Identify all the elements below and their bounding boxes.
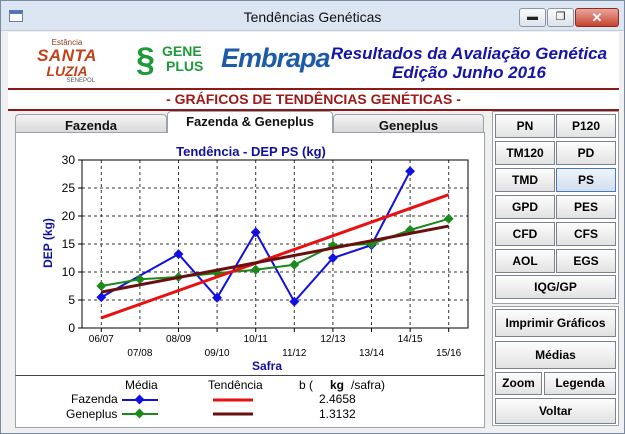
- trait-button-pd[interactable]: PD: [556, 141, 616, 165]
- header-title: Resultados da Avaliação Genética Edição …: [320, 44, 618, 82]
- trait-button-egs[interactable]: EGS: [556, 249, 616, 273]
- chart-x-axis-label: Safra: [252, 359, 282, 373]
- header-banner: Estância SANTA LUZIA SENEPOL § GENE PLUS…: [8, 32, 619, 88]
- legend-fazenda-trend-swatch: [213, 398, 253, 402]
- section-title: - GRÁFICOS DE TENDÊNCIAS GENÉTICAS -: [8, 88, 619, 111]
- y-tick-label: 0: [68, 321, 75, 335]
- trait-button-ps[interactable]: PS: [556, 168, 616, 192]
- trait-button-cfs[interactable]: CFS: [556, 222, 616, 246]
- legend-panel: Média Tendência b ( kg /safra) Fazenda 2…: [15, 375, 485, 428]
- legend-row-fazenda-b: 2.4658: [319, 392, 356, 406]
- trait-button-pes[interactable]: PES: [556, 195, 616, 219]
- series-geneplus-media-point: [443, 213, 454, 224]
- trait-button-aol[interactable]: AOL: [495, 249, 555, 273]
- series-fazenda-media-point: [250, 227, 261, 238]
- series-fazenda-media-point: [173, 249, 184, 260]
- x-tick-label: 08/09: [166, 334, 191, 345]
- chart-panel: Tendência - DEP PS (kg) DEP (kg) Safra 0…: [15, 132, 485, 376]
- logo-santa-line2: SANTA: [37, 46, 97, 65]
- series-fazenda-media-point: [405, 166, 416, 177]
- series-geneplus-tendencia-line: [101, 224, 449, 294]
- series-fazenda-media-point: [212, 292, 223, 303]
- legend-geneplus-media-swatch: [122, 408, 158, 419]
- legend-row-geneplus-b: 1.3132: [319, 407, 356, 421]
- tab-strip: Fazenda Fazenda & Geneplus Geneplus: [11, 111, 489, 133]
- legend-col-b-suffix: /safra): [351, 378, 386, 392]
- app-icon: [9, 10, 23, 22]
- logo-santa-line3: LUZIA: [46, 63, 88, 79]
- logo-santa-line4: SENEPOL: [66, 78, 95, 84]
- chart-title: Tendência - DEP PS (kg): [176, 144, 326, 159]
- x-tick-label: 12/13: [320, 334, 345, 345]
- y-tick-label: 30: [62, 153, 76, 167]
- logo-santa-line1: Estância: [51, 38, 83, 47]
- legend-row-fazenda-name: Fazenda: [71, 392, 118, 406]
- x-tick-label: 09/10: [205, 348, 230, 359]
- logo-gene-line1: GENE: [162, 43, 202, 59]
- means-button[interactable]: Médias: [495, 341, 616, 369]
- dna-icon: §: [136, 41, 155, 79]
- trait-button-gpd[interactable]: GPD: [495, 195, 555, 219]
- series-fazenda-tendencia-line: [100, 193, 450, 320]
- close-button[interactable]: ✕: [575, 8, 619, 27]
- plot-frame: [81, 159, 469, 329]
- zoom-button[interactable]: Zoom: [495, 372, 542, 395]
- trait-button-p120[interactable]: P120: [556, 114, 616, 138]
- x-tick-label: 07/08: [127, 348, 152, 359]
- y-tick-label: 15: [62, 237, 76, 251]
- minimize-button[interactable]: ▬: [519, 8, 546, 27]
- legend-fazenda-media-swatch: [122, 394, 158, 405]
- legend-col-tendencia: Tendência: [208, 378, 263, 392]
- series-fazenda-media-point: [96, 292, 107, 303]
- x-tick-label: 15/16: [436, 348, 461, 359]
- trait-button-tm120[interactable]: TM120: [495, 141, 555, 165]
- tab-fazenda-geneplus[interactable]: Fazenda & Geneplus: [167, 111, 333, 133]
- title-bar: Tendências Genéticas ▬ ❐ ✕: [1, 1, 624, 31]
- back-button[interactable]: Voltar: [495, 398, 616, 424]
- trait-button-cfd[interactable]: CFD: [495, 222, 555, 246]
- santa-luzia-logo: Estância SANTA LUZIA SENEPOL: [31, 39, 103, 85]
- y-tick-label: 20: [62, 209, 76, 223]
- series-geneplus-media-point: [250, 264, 261, 275]
- legend-col-b-unit: kg: [330, 378, 345, 392]
- header-title-line1: Resultados da Avaliação Genética: [330, 44, 608, 63]
- chart-y-axis-label: DEP (kg): [41, 218, 55, 268]
- y-tick-label: 25: [62, 181, 76, 195]
- legend-button[interactable]: Legenda: [544, 372, 616, 395]
- chart-series: [96, 166, 454, 320]
- trend-chart: Tendência - DEP PS (kg) DEP (kg) Safra 0…: [41, 144, 469, 373]
- tab-fazenda[interactable]: Fazenda: [15, 114, 167, 133]
- y-tick-label: 5: [68, 293, 75, 307]
- print-charts-button[interactable]: Imprimir Gráficos: [495, 309, 616, 337]
- x-tick-label: 13/14: [359, 348, 384, 359]
- series-geneplus-media-line: [101, 217, 449, 287]
- trait-button-pn[interactable]: PN: [495, 114, 555, 138]
- x-tick-label: 14/15: [398, 334, 423, 345]
- trait-button-iqg-gp[interactable]: IQG/GP: [495, 275, 616, 299]
- legend-row-geneplus-name: Geneplus: [66, 407, 118, 421]
- x-tick-label: 10/11: [244, 334, 269, 345]
- geneplus-logo: § GENE PLUS: [136, 40, 216, 82]
- embrapa-logo: Embrapa: [221, 43, 331, 73]
- x-tick-label: 06/07: [89, 334, 114, 345]
- series-geneplus-media-point: [96, 281, 107, 291]
- tab-geneplus[interactable]: Geneplus: [333, 114, 484, 133]
- legend-col-b-prefix: b (: [299, 378, 314, 392]
- header-title-line2: Edição Junho 2016: [392, 63, 546, 82]
- chart-axes: 0 5 10 15 20 25 30 06/07 07/08 08/09 09/10 10/11 11/…: [62, 153, 469, 359]
- maximize-button[interactable]: ❐: [547, 8, 574, 27]
- window-title: Tendências Genéticas: [243, 9, 382, 25]
- series-geneplus-media-point: [289, 259, 300, 270]
- legend-col-media: Média: [125, 378, 158, 392]
- trait-button-tmd[interactable]: TMD: [495, 168, 555, 192]
- logo-gene-line2: PLUS: [166, 58, 204, 74]
- x-tick-label: 11/12: [282, 348, 307, 359]
- y-tick-label: 10: [62, 265, 76, 279]
- legend-geneplus-trend-swatch: [213, 412, 253, 416]
